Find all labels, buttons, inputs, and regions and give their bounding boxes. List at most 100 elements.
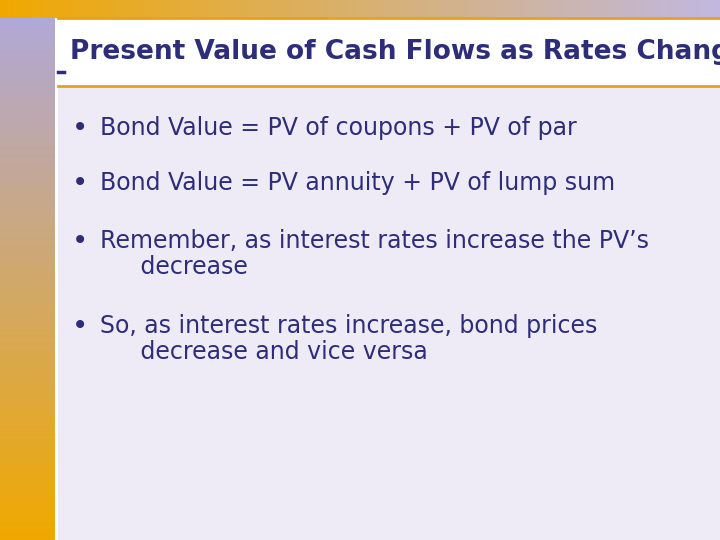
FancyBboxPatch shape: [504, 0, 508, 18]
FancyBboxPatch shape: [0, 157, 55, 159]
FancyBboxPatch shape: [461, 0, 464, 18]
FancyBboxPatch shape: [432, 0, 436, 18]
FancyBboxPatch shape: [310, 0, 313, 18]
FancyBboxPatch shape: [0, 146, 55, 148]
FancyBboxPatch shape: [0, 117, 55, 120]
FancyBboxPatch shape: [392, 0, 396, 18]
FancyBboxPatch shape: [0, 446, 55, 449]
FancyBboxPatch shape: [0, 349, 55, 352]
FancyBboxPatch shape: [119, 0, 122, 18]
FancyBboxPatch shape: [0, 96, 55, 99]
FancyBboxPatch shape: [0, 464, 55, 467]
FancyBboxPatch shape: [0, 76, 55, 78]
FancyBboxPatch shape: [140, 0, 144, 18]
FancyBboxPatch shape: [0, 443, 55, 446]
FancyBboxPatch shape: [0, 483, 55, 485]
FancyBboxPatch shape: [0, 365, 55, 368]
FancyBboxPatch shape: [353, 0, 356, 18]
FancyBboxPatch shape: [252, 0, 256, 18]
FancyBboxPatch shape: [0, 360, 55, 362]
FancyBboxPatch shape: [0, 310, 55, 313]
FancyBboxPatch shape: [0, 415, 55, 417]
FancyBboxPatch shape: [0, 80, 55, 83]
FancyBboxPatch shape: [0, 412, 55, 415]
FancyBboxPatch shape: [670, 0, 673, 18]
FancyBboxPatch shape: [36, 0, 40, 18]
FancyBboxPatch shape: [0, 376, 55, 378]
FancyBboxPatch shape: [245, 0, 248, 18]
FancyBboxPatch shape: [14, 0, 18, 18]
FancyBboxPatch shape: [0, 274, 55, 276]
FancyBboxPatch shape: [371, 0, 374, 18]
FancyBboxPatch shape: [76, 0, 79, 18]
FancyBboxPatch shape: [11, 0, 14, 18]
FancyBboxPatch shape: [554, 0, 558, 18]
FancyBboxPatch shape: [0, 136, 55, 138]
FancyBboxPatch shape: [0, 94, 55, 96]
FancyBboxPatch shape: [94, 0, 97, 18]
FancyBboxPatch shape: [0, 287, 55, 289]
FancyBboxPatch shape: [324, 0, 328, 18]
FancyBboxPatch shape: [0, 248, 55, 251]
FancyBboxPatch shape: [0, 21, 55, 23]
FancyBboxPatch shape: [194, 0, 198, 18]
FancyBboxPatch shape: [202, 0, 205, 18]
FancyBboxPatch shape: [0, 78, 55, 80]
FancyBboxPatch shape: [115, 0, 119, 18]
FancyBboxPatch shape: [238, 0, 241, 18]
FancyBboxPatch shape: [698, 0, 702, 18]
FancyBboxPatch shape: [191, 0, 194, 18]
FancyBboxPatch shape: [360, 0, 364, 18]
FancyBboxPatch shape: [0, 276, 55, 279]
FancyBboxPatch shape: [0, 368, 55, 370]
FancyBboxPatch shape: [112, 0, 115, 18]
FancyBboxPatch shape: [22, 0, 25, 18]
FancyBboxPatch shape: [486, 0, 490, 18]
FancyBboxPatch shape: [0, 36, 55, 39]
FancyBboxPatch shape: [619, 0, 623, 18]
FancyBboxPatch shape: [58, 0, 61, 18]
FancyBboxPatch shape: [0, 321, 55, 323]
FancyBboxPatch shape: [0, 459, 55, 462]
FancyBboxPatch shape: [0, 511, 55, 514]
FancyBboxPatch shape: [220, 0, 223, 18]
FancyBboxPatch shape: [576, 0, 580, 18]
FancyBboxPatch shape: [0, 227, 55, 229]
FancyBboxPatch shape: [389, 0, 392, 18]
FancyBboxPatch shape: [0, 469, 55, 472]
FancyBboxPatch shape: [0, 501, 55, 503]
FancyBboxPatch shape: [626, 0, 630, 18]
FancyBboxPatch shape: [130, 0, 133, 18]
FancyBboxPatch shape: [0, 323, 55, 326]
FancyBboxPatch shape: [0, 125, 55, 127]
FancyBboxPatch shape: [58, 18, 720, 86]
FancyBboxPatch shape: [0, 143, 55, 146]
FancyBboxPatch shape: [97, 0, 101, 18]
FancyBboxPatch shape: [0, 109, 55, 112]
FancyBboxPatch shape: [234, 0, 238, 18]
FancyBboxPatch shape: [328, 0, 331, 18]
FancyBboxPatch shape: [0, 506, 55, 509]
FancyBboxPatch shape: [378, 0, 382, 18]
FancyBboxPatch shape: [209, 0, 212, 18]
FancyBboxPatch shape: [400, 0, 403, 18]
FancyBboxPatch shape: [0, 183, 55, 185]
FancyBboxPatch shape: [0, 0, 4, 18]
FancyBboxPatch shape: [490, 0, 493, 18]
FancyBboxPatch shape: [382, 0, 385, 18]
FancyBboxPatch shape: [126, 0, 130, 18]
FancyBboxPatch shape: [0, 114, 55, 117]
Text: decrease: decrease: [118, 255, 248, 279]
FancyBboxPatch shape: [0, 480, 55, 483]
FancyBboxPatch shape: [475, 0, 479, 18]
FancyBboxPatch shape: [0, 170, 55, 172]
FancyBboxPatch shape: [713, 0, 716, 18]
FancyBboxPatch shape: [65, 0, 68, 18]
FancyBboxPatch shape: [223, 0, 227, 18]
FancyBboxPatch shape: [0, 425, 55, 428]
FancyBboxPatch shape: [0, 300, 55, 302]
FancyBboxPatch shape: [0, 138, 55, 140]
FancyBboxPatch shape: [320, 0, 324, 18]
FancyBboxPatch shape: [0, 289, 55, 292]
FancyBboxPatch shape: [0, 164, 55, 167]
